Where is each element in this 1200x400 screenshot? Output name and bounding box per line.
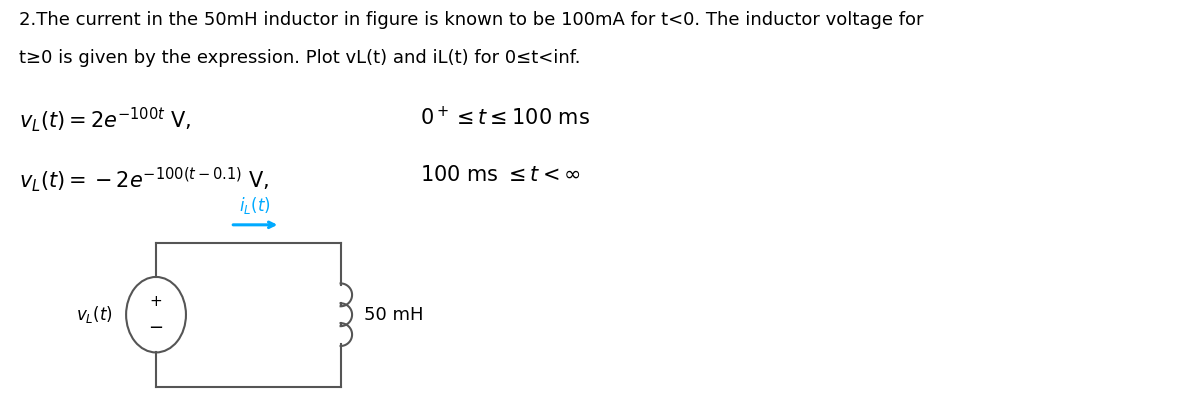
Text: −: − bbox=[149, 319, 163, 337]
Text: 2.The current in the 50mH inductor in figure is known to be 100mA for t<0. The i: 2.The current in the 50mH inductor in fi… bbox=[19, 11, 924, 29]
Text: $v_L(t)$: $v_L(t)$ bbox=[76, 304, 113, 325]
Text: $i_L(t)$: $i_L(t)$ bbox=[240, 195, 271, 216]
Text: $100$ ms $\leq t < \infty$: $100$ ms $\leq t < \infty$ bbox=[420, 165, 581, 185]
Text: $v_L(t) = 2e^{-100t}$ V,: $v_L(t) = 2e^{-100t}$ V, bbox=[19, 106, 192, 134]
Text: +: + bbox=[150, 294, 162, 309]
Text: $v_L(t) = -2e^{-100(t-0.1)}$ V,: $v_L(t) = -2e^{-100(t-0.1)}$ V, bbox=[19, 165, 270, 194]
Text: $0^+ \leq t \leq 100$ ms: $0^+ \leq t \leq 100$ ms bbox=[420, 106, 590, 129]
Text: t≥0 is given by the expression. Plot vL(t) and iL(t) for 0≤t<inf.: t≥0 is given by the expression. Plot vL(… bbox=[19, 49, 581, 67]
Text: 50 mH: 50 mH bbox=[364, 306, 424, 324]
